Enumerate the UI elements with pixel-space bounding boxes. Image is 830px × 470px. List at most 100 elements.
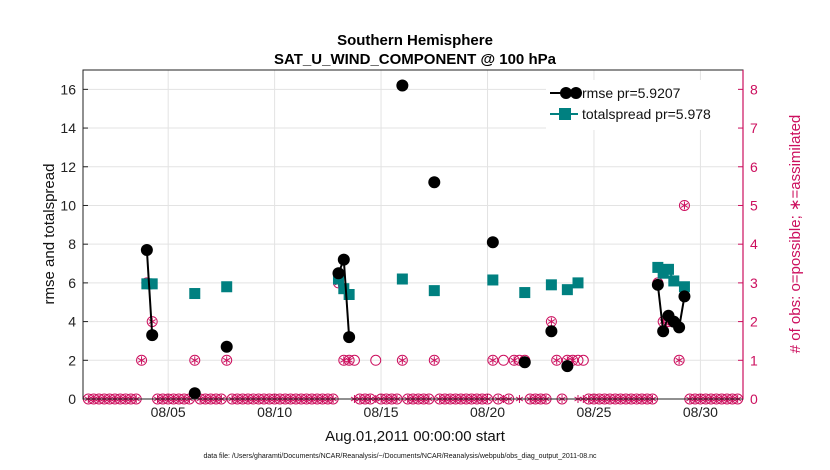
possible-obs-point — [136, 354, 148, 366]
totalspread-point — [668, 275, 680, 287]
rmse-point — [146, 329, 159, 342]
y2-tick-label: 1 — [750, 352, 758, 368]
y-tick-label: 14 — [60, 120, 76, 136]
rmse-point — [545, 325, 558, 338]
assimilated-obs-point — [547, 317, 556, 326]
totalspread-point — [146, 278, 158, 290]
rmse-point — [337, 253, 350, 266]
asterisk-stroke — [547, 319, 556, 325]
y-tick-label: 2 — [68, 352, 76, 368]
asterisk-stroke — [137, 357, 146, 363]
asterisk-stroke — [680, 203, 689, 208]
rmse-point — [518, 356, 531, 369]
rmse-point — [220, 340, 233, 353]
totalspread-point — [338, 283, 350, 295]
possible-obs-point — [189, 354, 201, 366]
y2-axis-ticks: 0 1 2 3 4 5 6 7 8 — [738, 81, 758, 407]
chart-title: Southern Hemisphere — [337, 32, 493, 49]
x-tick-label: 08/10 — [257, 404, 292, 420]
totalspread-point — [189, 288, 201, 300]
asterisk-stroke — [552, 357, 561, 363]
assimilated-obs-point — [675, 356, 683, 365]
asterisk-stroke — [568, 357, 577, 363]
x-axis-label: Aug.01,2011 00:00:00 start — [325, 428, 506, 445]
asterisk-stroke — [345, 357, 353, 363]
assimilated-obs-point — [489, 356, 497, 365]
rmse-point — [428, 176, 441, 189]
x-tick-label: 08/30 — [683, 404, 718, 420]
totalspread-point — [662, 263, 674, 275]
assimilated-obs-point — [137, 356, 146, 365]
y2-tick-label: 8 — [750, 81, 758, 97]
asterisk-stroke — [675, 357, 683, 363]
rmse-line — [145, 249, 154, 336]
totalspread-point — [396, 273, 408, 285]
asterisk-stroke — [510, 357, 518, 363]
rmse-point — [343, 331, 356, 344]
x-tick-label: 08/05 — [151, 404, 186, 420]
y2-tick-label: 3 — [750, 275, 758, 291]
y2-tick-label: 4 — [750, 236, 758, 252]
totalspread-point — [221, 281, 233, 293]
possible-obs-point — [487, 354, 499, 366]
y-tick-label: 12 — [60, 159, 76, 175]
assimilated-obs-point — [398, 356, 407, 365]
assimilated-obs-point — [510, 356, 518, 365]
assimilated-obs-point — [430, 356, 439, 365]
y2-tick-label: 7 — [750, 120, 758, 136]
legend-rmse-label: rmse pr=5.9207 — [582, 85, 681, 101]
y-tick-label: 10 — [60, 197, 76, 213]
possible-obs-point — [673, 354, 685, 366]
totalspread-point — [678, 281, 690, 293]
y2-tick-label: 5 — [750, 197, 758, 213]
rmse-point — [678, 290, 691, 303]
y2-axis-label: # of obs: o=possible; ∗=assimilated — [787, 115, 804, 354]
totalspread-point — [652, 261, 664, 273]
assimilated-obs-point — [680, 201, 689, 210]
y2-tick-label: 2 — [750, 314, 758, 330]
possible-obs-point — [577, 354, 589, 366]
assimilated-obs-point — [222, 356, 231, 365]
rmse-point — [396, 79, 409, 92]
possible-obs-point — [396, 354, 408, 366]
y2-tick-label: 0 — [750, 391, 758, 407]
totalspread-point — [519, 287, 531, 299]
y-axis-ticks: 0 2 4 6 8 10 12 14 16 — [60, 81, 88, 407]
possible-obs-point — [370, 354, 382, 366]
totalspread-point — [561, 284, 573, 296]
possible-obs-point — [221, 354, 233, 366]
possible-obs-point — [497, 354, 509, 366]
possible-obs-point — [551, 354, 563, 366]
grid-lines — [83, 70, 743, 400]
rmse-point — [657, 325, 670, 338]
y-axis-label: rmse and totalspread — [41, 164, 58, 305]
legend-spread-marker — [559, 108, 571, 120]
possible-obs-point — [428, 354, 440, 366]
y-tick-label: 16 — [60, 81, 76, 97]
assimilated-obs-point — [191, 356, 199, 365]
totalspread-point — [572, 277, 584, 289]
rmse-point — [486, 236, 499, 249]
totalspread-point — [487, 274, 499, 286]
assimilated-obs-point — [345, 356, 353, 365]
asterisk-stroke — [430, 357, 439, 363]
rmse-point — [140, 243, 153, 256]
chart-subtitle: SAT_U_WIND_COMPONENT @ 100 hPa — [274, 51, 557, 68]
x-axis-ticks: 08/05 08/10 08/15 08/20 08/25 08/30 — [151, 394, 718, 420]
x-tick-label: 08/20 — [470, 404, 505, 420]
legend-rmse-marker — [560, 87, 572, 99]
possible-obs-point — [678, 199, 690, 211]
x-tick-label: 08/15 — [364, 404, 399, 420]
legend-rmse-marker-2 — [570, 87, 582, 99]
totalspread-point — [343, 288, 355, 300]
assimilated-obs-point — [552, 356, 561, 365]
legend-spread-label: totalspread pr=5.978 — [582, 106, 711, 122]
asterisk-stroke — [191, 357, 199, 363]
rmse-point — [332, 267, 345, 280]
data-file-footnote: data file: /Users/gharamti/Documents/NCA… — [203, 453, 597, 460]
y-tick-label: 0 — [68, 391, 76, 407]
totalspread-point — [428, 285, 440, 297]
asterisk-stroke — [398, 357, 407, 363]
